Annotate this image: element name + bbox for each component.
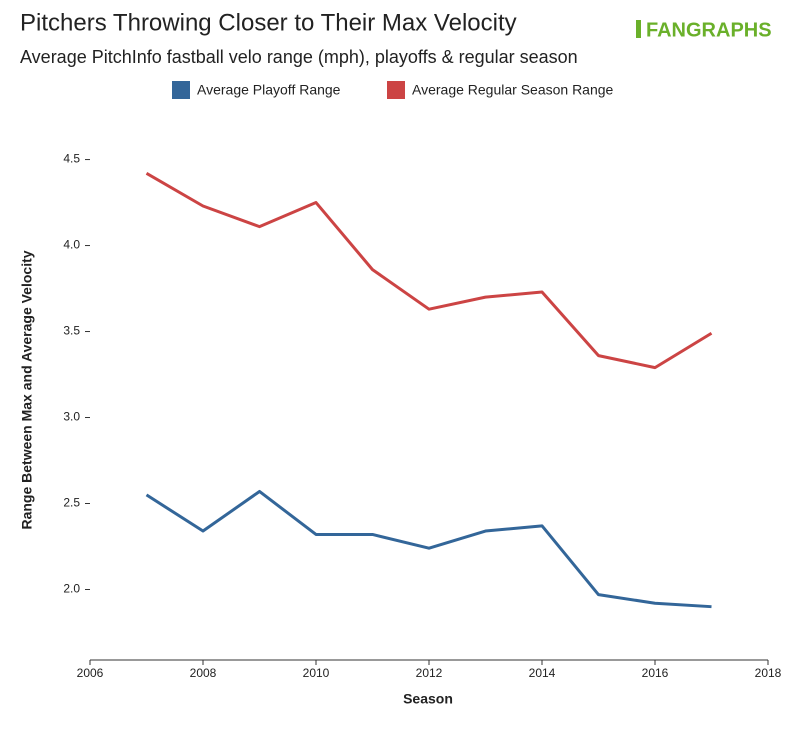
x-tick-label: 2006 xyxy=(77,666,104,680)
x-tick-label: 2014 xyxy=(529,666,556,680)
x-tick-label: 2008 xyxy=(190,666,217,680)
x-tick-label: 2016 xyxy=(642,666,669,680)
y-tick-label: 2.5 xyxy=(63,496,80,510)
legend-swatch xyxy=(172,81,190,99)
x-axis-label: Season xyxy=(403,691,453,707)
x-tick-label: 2018 xyxy=(755,666,782,680)
legend-label: Average Regular Season Range xyxy=(412,82,614,98)
x-tick-label: 2012 xyxy=(416,666,443,680)
series-line xyxy=(145,489,712,609)
chart-subtitle: Average PitchInfo fastball velo range (m… xyxy=(20,47,578,67)
y-tick-label: 3.0 xyxy=(63,410,80,424)
y-tick-label: 4.0 xyxy=(63,238,80,252)
x-tick-label: 2010 xyxy=(303,666,330,680)
legend-label: Average Playoff Range xyxy=(197,82,341,98)
logo-icon xyxy=(636,20,641,38)
y-tick-label: 2.0 xyxy=(63,582,80,596)
legend-swatch xyxy=(387,81,405,99)
logo: FANGRAPHS xyxy=(646,19,772,41)
series-line xyxy=(145,172,713,370)
chart-title: Pitchers Throwing Closer to Their Max Ve… xyxy=(20,9,517,36)
y-tick-label: 3.5 xyxy=(63,324,80,338)
y-axis-label: Range Between Max and Average Velocity xyxy=(19,250,35,529)
y-tick-label: 4.5 xyxy=(63,152,80,166)
